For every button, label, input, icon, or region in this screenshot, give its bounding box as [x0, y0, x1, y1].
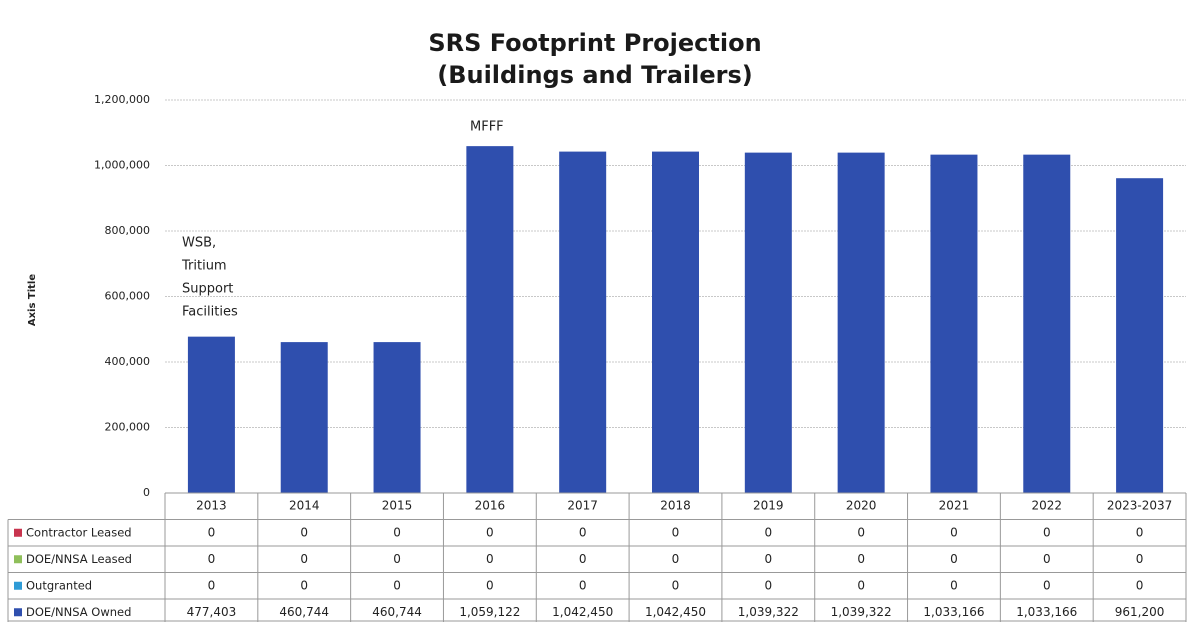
bar — [466, 146, 514, 493]
data-label: 1,033,166 — [923, 605, 984, 619]
data-label: 0 — [486, 552, 494, 566]
y-tick-label: 800,000 — [105, 224, 151, 237]
y-tick-label: 600,000 — [105, 290, 151, 303]
annotation: Support — [182, 282, 233, 297]
bar — [930, 154, 978, 494]
y-tick-label: 1,200,000 — [94, 93, 150, 106]
y-tick-label: 0 — [143, 486, 150, 499]
bar — [280, 342, 328, 493]
data-label: 460,744 — [279, 605, 329, 619]
x-tick-label: 2023-2037 — [1107, 499, 1172, 513]
data-label: 0 — [1136, 552, 1144, 566]
legend-label: DOE/NNSA Owned — [26, 605, 131, 619]
data-label: 1,059,122 — [459, 605, 520, 619]
bar — [187, 336, 235, 493]
x-tick-label: 2013 — [196, 499, 227, 513]
data-label: 961,200 — [1115, 605, 1165, 619]
data-label: 0 — [300, 525, 308, 539]
data-label: 1,039,322 — [738, 605, 799, 619]
chart-title: SRS Footprint Projection — [428, 29, 761, 57]
data-label: 0 — [857, 525, 865, 539]
x-tick-label: 2014 — [289, 499, 320, 513]
x-tick-label: 2015 — [382, 499, 413, 513]
annotation: Tritium — [181, 259, 227, 274]
legend-key — [14, 581, 22, 590]
bar — [373, 342, 421, 493]
x-tick-label: 2020 — [846, 499, 877, 513]
bar — [837, 152, 885, 493]
data-label: 1,042,450 — [645, 605, 706, 619]
legend-label: DOE/NNSA Leased — [26, 552, 132, 566]
data-label: 0 — [579, 552, 587, 566]
data-label: 477,403 — [187, 605, 237, 619]
bar — [1023, 154, 1071, 494]
data-label: 0 — [208, 552, 216, 566]
data-label: 0 — [1043, 578, 1051, 592]
data-label: 0 — [486, 525, 494, 539]
data-label: 0 — [672, 525, 680, 539]
data-label: 0 — [857, 578, 865, 592]
bar — [1116, 178, 1164, 493]
x-tick-label: 2021 — [939, 499, 970, 513]
data-label: 0 — [208, 578, 216, 592]
y-tick-label: 200,000 — [105, 421, 151, 434]
data-label: 1,039,322 — [831, 605, 892, 619]
bar — [652, 151, 699, 493]
x-tick-label: 2022 — [1031, 499, 1062, 513]
data-label: 0 — [208, 525, 216, 539]
data-label: 0 — [764, 525, 772, 539]
y-axis-title: Axis Title — [27, 274, 38, 327]
data-label: 0 — [950, 552, 958, 566]
legend-label: Contractor Leased — [26, 525, 132, 539]
x-tick-label: 2018 — [660, 499, 691, 513]
bar — [744, 152, 792, 493]
annotation: Facilities — [182, 305, 238, 320]
x-tick-label: 2017 — [567, 499, 598, 513]
data-label: 0 — [393, 578, 401, 592]
data-label: 460,744 — [372, 605, 422, 619]
data-label: 0 — [950, 525, 958, 539]
data-label: 0 — [764, 578, 772, 592]
legend-key — [14, 528, 22, 537]
data-label: 0 — [393, 552, 401, 566]
data-label: 0 — [1136, 525, 1144, 539]
x-tick-label: 2019 — [753, 499, 784, 513]
bar — [559, 151, 607, 493]
data-label: 1,033,166 — [1016, 605, 1077, 619]
data-label: 0 — [486, 578, 494, 592]
annotation: MFFF — [470, 120, 504, 135]
data-label: 0 — [672, 578, 680, 592]
data-label: 0 — [1136, 578, 1144, 592]
x-tick-label: 2016 — [475, 499, 506, 513]
data-label: 0 — [857, 552, 865, 566]
annotation: WSB, — [182, 236, 216, 251]
data-label: 0 — [579, 578, 587, 592]
data-label: 0 — [672, 552, 680, 566]
data-label: 0 — [393, 525, 401, 539]
data-label: 0 — [579, 525, 587, 539]
data-label: 0 — [300, 578, 308, 592]
data-label: 1,042,450 — [552, 605, 613, 619]
data-label: 0 — [1043, 552, 1051, 566]
data-label: 0 — [300, 552, 308, 566]
data-label: 0 — [1043, 525, 1051, 539]
data-label: 0 — [950, 578, 958, 592]
y-tick-label: 400,000 — [105, 355, 151, 368]
y-tick-label: 1,000,000 — [94, 159, 150, 172]
data-label: 0 — [764, 552, 772, 566]
legend-label: Outgranted — [26, 578, 92, 592]
chart-subtitle: (Buildings and Trailers) — [437, 61, 753, 89]
legend-key — [14, 608, 22, 617]
legend-key — [14, 555, 22, 564]
